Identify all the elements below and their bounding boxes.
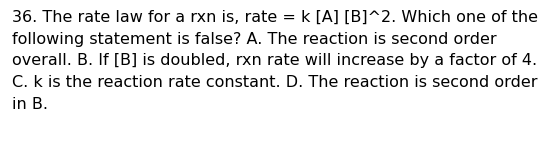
Text: 36. The rate law for a rxn is, rate = k [A] [B]^2. Which one of the
following st: 36. The rate law for a rxn is, rate = k … (12, 10, 538, 112)
